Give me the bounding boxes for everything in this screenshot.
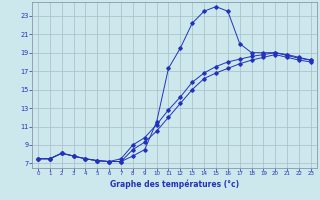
X-axis label: Graphe des températures (°c): Graphe des températures (°c)	[110, 179, 239, 189]
